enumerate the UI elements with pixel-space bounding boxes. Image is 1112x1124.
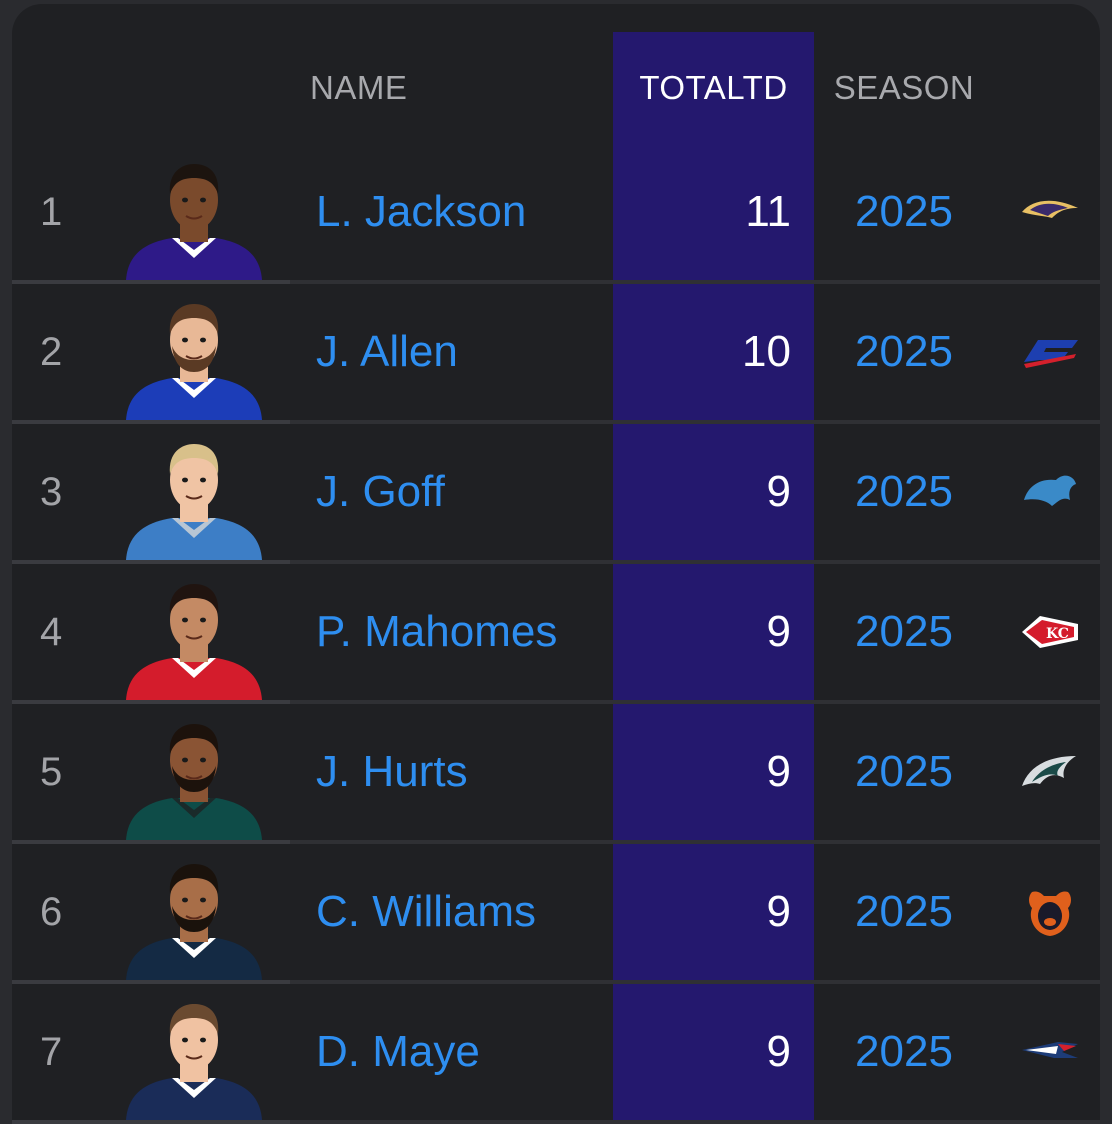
player-avatar — [126, 584, 262, 700]
season-link[interactable]: 2025 — [855, 467, 953, 516]
player-avatar — [126, 304, 262, 420]
player-name[interactable]: C. Williams — [316, 887, 536, 936]
eagles-logo-icon — [1022, 756, 1076, 786]
player-avatar — [126, 1004, 262, 1120]
row-divider — [290, 980, 1100, 984]
player-name[interactable]: J. Hurts — [316, 747, 468, 796]
chiefs-logo-icon: KC — [1022, 616, 1078, 648]
row-divider — [12, 280, 290, 284]
total-td-value: 10 — [742, 327, 791, 376]
table-row-2[interactable]: 2 J. Allen 10 2025 — [12, 284, 1100, 424]
total-td-value: 9 — [766, 607, 791, 656]
table-body: 1 L. Jackson 11 2025 2 — [12, 144, 1100, 1124]
row-divider — [12, 420, 290, 424]
total-td-value: 9 — [766, 467, 791, 516]
rank-number: 4 — [40, 610, 63, 654]
ravens-logo-icon — [1022, 200, 1078, 218]
patriots-logo-icon — [1022, 1042, 1078, 1058]
row-divider — [290, 700, 1100, 704]
player-avatar — [126, 724, 262, 840]
row-divider — [290, 420, 1100, 424]
table-row-5[interactable]: 5 J. Hurts 9 2025 — [12, 704, 1100, 844]
header-name[interactable]: NAME — [310, 69, 408, 106]
totaltd-column-highlight — [613, 32, 814, 1124]
total-td-value: 9 — [766, 747, 791, 796]
table-row-7[interactable]: 7 D. Maye 9 2025 — [12, 984, 1100, 1124]
rank-number: 2 — [40, 330, 63, 374]
player-name[interactable]: L. Jackson — [316, 187, 527, 236]
season-link[interactable]: 2025 — [855, 187, 953, 236]
svg-text:KC: KC — [1046, 626, 1069, 642]
total-td-value: 9 — [766, 887, 791, 936]
row-divider — [12, 560, 290, 564]
table-row-3[interactable]: 3 J. Goff 9 2025 — [12, 424, 1100, 564]
player-name[interactable]: P. Mahomes — [316, 607, 558, 656]
player-avatar — [126, 864, 262, 980]
leaderboard-card: NAME TOTALTD SEASON 1 L. Jackson 11 2025… — [12, 4, 1100, 1124]
table-header: NAME TOTALTD SEASON — [12, 32, 1100, 144]
season-link[interactable]: 2025 — [855, 327, 953, 376]
total-td-value: 11 — [745, 187, 791, 236]
player-name[interactable]: J. Allen — [316, 327, 458, 376]
player-avatar — [126, 164, 262, 280]
table-row-4[interactable]: 4 P. Mahomes 9 2025 KC — [12, 564, 1100, 704]
total-td-value: 9 — [766, 1027, 791, 1076]
row-divider — [290, 560, 1100, 564]
season-link[interactable]: 2025 — [855, 747, 953, 796]
row-divider — [290, 840, 1100, 844]
season-link[interactable]: 2025 — [855, 887, 953, 936]
season-link[interactable]: 2025 — [855, 1027, 953, 1076]
row-divider — [290, 280, 1100, 284]
row-divider — [12, 1120, 290, 1124]
row-divider — [12, 980, 290, 984]
bills-logo-icon — [1024, 340, 1078, 368]
player-avatar — [126, 444, 262, 560]
row-divider — [12, 840, 290, 844]
row-divider — [290, 1120, 1100, 1124]
row-divider — [12, 700, 290, 704]
bears-logo-icon — [1029, 891, 1071, 936]
lions-logo-icon — [1024, 475, 1076, 506]
header-season[interactable]: SEASON — [833, 69, 975, 106]
table-row-6[interactable]: 6 C. Williams 9 2025 — [12, 844, 1100, 984]
rank-number: 1 — [40, 190, 63, 234]
season-link[interactable]: 2025 — [855, 607, 953, 656]
rank-number: 7 — [40, 1030, 63, 1074]
rank-number: 5 — [40, 750, 63, 794]
player-name[interactable]: D. Maye — [316, 1027, 480, 1076]
rank-number: 6 — [40, 890, 63, 934]
player-name[interactable]: J. Goff — [316, 467, 445, 516]
table-row-1[interactable]: 1 L. Jackson 11 2025 — [12, 144, 1100, 284]
header-totaltd[interactable]: TOTALTD — [639, 69, 788, 106]
rank-number: 3 — [40, 470, 63, 514]
